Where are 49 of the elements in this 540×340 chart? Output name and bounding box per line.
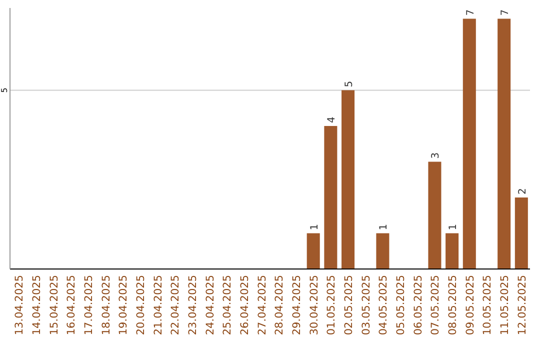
x-tick-label: 23.04.2025 xyxy=(186,275,199,336)
x-tick-label: 29.04.2025 xyxy=(291,275,304,336)
x-tick-label: 30.04.2025 xyxy=(308,275,320,336)
x-tick-label: 09.05.2025 xyxy=(464,275,476,336)
x-tick-label: 02.05.2025 xyxy=(343,275,356,336)
x-tick-label: 16.04.2025 xyxy=(66,275,78,336)
x-tick-label: 26.04.2025 xyxy=(238,275,251,336)
bar xyxy=(342,90,355,269)
ref-line-label: 5 xyxy=(0,88,9,93)
x-tick-label: 10.05.2025 xyxy=(482,275,494,336)
x-tick-label: 07.05.2025 xyxy=(430,275,442,336)
x-tick-label: 03.05.2025 xyxy=(360,275,372,336)
bar xyxy=(498,18,511,269)
data-label: 2 xyxy=(517,188,528,194)
bar xyxy=(324,126,338,269)
data-label: 7 xyxy=(500,9,512,16)
bar xyxy=(306,233,320,269)
bar xyxy=(376,233,390,269)
x-tick-label: 27.04.2025 xyxy=(256,275,268,336)
x-tick-label: 08.05.2025 xyxy=(447,275,460,336)
x-tick-label: 12.05.2025 xyxy=(516,275,528,336)
x-tick-label: 11.05.2025 xyxy=(499,275,512,336)
x-tick-label: 24.04.2025 xyxy=(204,275,216,336)
x-tick-label: 17.04.2025 xyxy=(82,275,95,336)
data-label: 3 xyxy=(430,152,442,159)
x-tick-label: 06.05.2025 xyxy=(412,275,424,336)
x-tick-label: 01.05.2025 xyxy=(326,275,338,336)
x-tick-label: 28.04.2025 xyxy=(274,275,286,336)
data-label: 5 xyxy=(344,80,356,88)
x-tick-label: 05.05.2025 xyxy=(395,275,408,336)
bar xyxy=(514,197,528,269)
x-tick-label: 14.04.2025 xyxy=(30,275,43,336)
x-tick-label: 13.04.2025 xyxy=(14,275,26,336)
x-tick-label: 15.04.2025 xyxy=(48,275,60,336)
data-label: 1 xyxy=(448,224,460,230)
bar xyxy=(446,233,459,269)
x-tick-label: 25.04.2025 xyxy=(222,275,234,336)
bar xyxy=(428,162,442,269)
data-label: 1 xyxy=(378,224,390,230)
bar xyxy=(462,18,476,269)
x-tick-label: 22.04.2025 xyxy=(170,275,182,336)
x-tick-label: 20.04.2025 xyxy=(134,275,147,336)
x-tick-label: 18.04.2025 xyxy=(100,275,112,336)
x-tick-label: 19.04.2025 xyxy=(118,275,130,336)
data-label: 4 xyxy=(326,116,338,123)
data-label: 7 xyxy=(465,9,476,16)
data-label: 1 xyxy=(309,224,320,230)
x-tick-label: 21.04.2025 xyxy=(152,275,164,336)
x-tick-label: 04.05.2025 xyxy=(378,275,390,336)
